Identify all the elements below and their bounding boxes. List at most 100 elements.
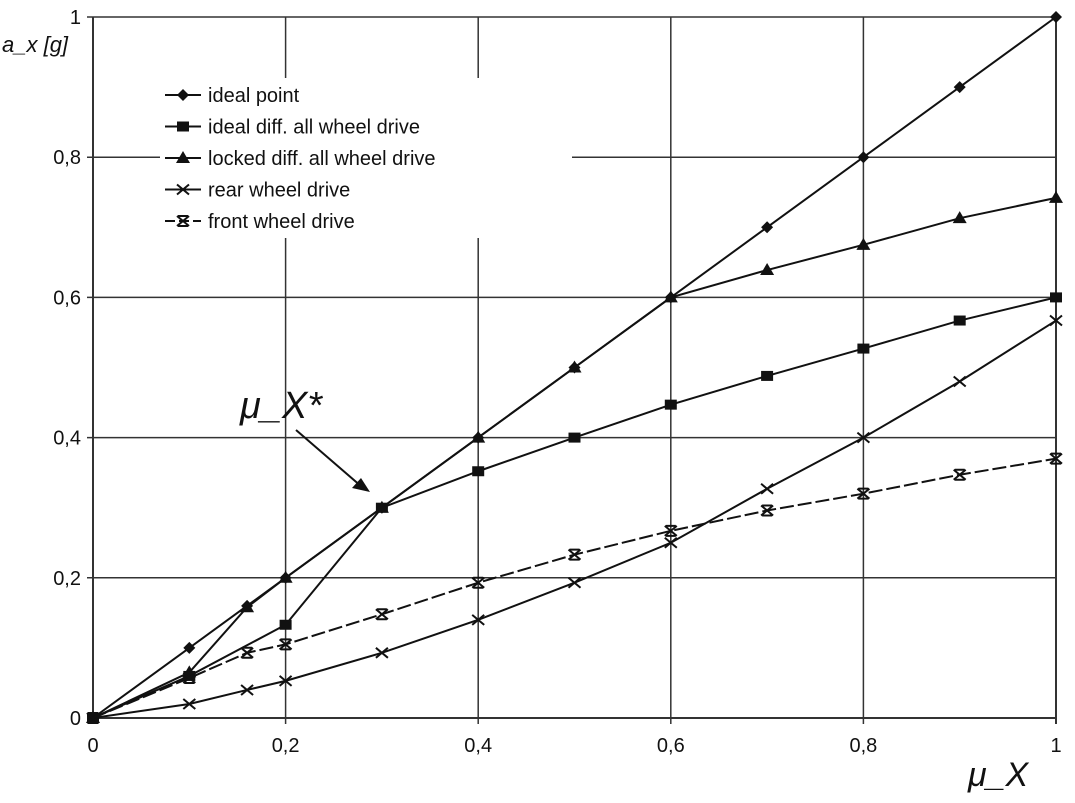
legend-marker [176, 151, 190, 163]
data-point [953, 81, 966, 94]
legend-marker [177, 121, 189, 132]
series-line [92, 319, 1057, 719]
data-point [375, 608, 389, 621]
data-point [86, 712, 100, 724]
bar-mark [762, 504, 773, 517]
bar-mark [954, 468, 965, 481]
x-mark [471, 614, 485, 626]
data-point [760, 483, 774, 495]
legend-label: front wheel drive [208, 211, 355, 233]
data-point [953, 315, 966, 326]
data-point [183, 641, 196, 654]
data-point [278, 570, 293, 583]
x-mark [856, 431, 871, 444]
x-mark [375, 608, 389, 621]
data-point [664, 399, 677, 410]
x-mark [953, 375, 967, 388]
series-rear-wheel-drive [86, 314, 1063, 724]
bar-mark [376, 608, 387, 621]
data-point [857, 343, 870, 354]
bar-mark [178, 215, 188, 227]
bar-mark [88, 712, 98, 724]
arrow-head-icon [352, 478, 370, 492]
data-point [856, 431, 871, 444]
data-point [182, 672, 196, 685]
legend-label: locked diff. all wheel drive [208, 148, 436, 170]
data-point [663, 290, 678, 303]
x-tick-label: 0,8 [849, 735, 877, 757]
data-point [1049, 314, 1063, 327]
x-mark [240, 684, 254, 696]
data-point [375, 647, 389, 659]
x-mark [760, 504, 774, 517]
data-point [953, 375, 967, 388]
bar-mark [569, 548, 580, 561]
x-mark [471, 576, 485, 589]
data-point [664, 536, 678, 549]
x-mark [567, 576, 582, 589]
legend-marker [176, 215, 190, 227]
data-point [856, 487, 871, 500]
x-mark [664, 525, 678, 537]
bar-mark [858, 487, 869, 500]
data-point [374, 500, 389, 513]
legend-label: ideal point [208, 85, 300, 107]
legend-marker [177, 89, 189, 101]
series-layer [86, 11, 1063, 724]
legend-item: ideal point [165, 85, 300, 107]
data-point [857, 151, 870, 164]
data-point [952, 211, 967, 224]
bar-mark [1051, 452, 1061, 465]
y-tick-label: 0,8 [53, 147, 81, 169]
data-point [760, 504, 774, 517]
tick-labels: 00 0,2 0,2 0,4 0,4 0,6 0,6 0,8 0,8 1 1 [53, 7, 1061, 757]
x-tick-label: 1 [1050, 735, 1061, 757]
x-mark [240, 647, 254, 659]
data-point [240, 600, 255, 613]
y-tick-label: 1 [70, 7, 81, 29]
x-mark [760, 483, 774, 495]
series-line [92, 296, 1057, 719]
series-locked-diff-all-wheel-drive [86, 190, 1063, 723]
legend-item: locked diff. all wheel drive [165, 148, 436, 170]
data-point [278, 675, 293, 687]
legend-item: ideal diff. all wheel drive [165, 117, 420, 139]
bar-mark [665, 524, 676, 537]
data-point [664, 524, 678, 537]
data-point [240, 684, 254, 696]
annotation-arrow [295, 429, 363, 488]
x-mark [953, 468, 967, 481]
series-line [92, 196, 1057, 719]
legend-item: front wheel drive [165, 211, 355, 233]
y-tick-label: 0,4 [53, 428, 81, 450]
legend-marker [176, 183, 190, 196]
data-point [567, 576, 582, 589]
data-point [1049, 452, 1063, 465]
data-point [472, 466, 485, 477]
data-point [761, 370, 774, 381]
data-point [278, 638, 293, 651]
data-point [471, 430, 486, 443]
data-point [568, 432, 581, 443]
x-mark [278, 675, 293, 687]
legend-label: ideal diff. all wheel drive [208, 117, 420, 139]
annotation-text: μ_X* [239, 385, 323, 427]
legend-label: rear wheel drive [208, 180, 350, 202]
x-mark [375, 647, 389, 659]
data-point [471, 614, 485, 626]
data-point [567, 360, 582, 373]
y-axis-label: a_x [g] [2, 32, 69, 57]
data-point [279, 619, 292, 630]
x-mark [1049, 314, 1063, 327]
x-mark [176, 183, 190, 196]
x-mark [664, 536, 678, 549]
series-front-wheel-drive [86, 452, 1063, 724]
series-line [92, 457, 1057, 719]
x-mark [86, 712, 100, 724]
data-point [471, 576, 485, 589]
x-mark [567, 548, 582, 561]
x-mark [1049, 452, 1063, 465]
bar-mark [184, 672, 195, 685]
x-mark [856, 487, 871, 500]
